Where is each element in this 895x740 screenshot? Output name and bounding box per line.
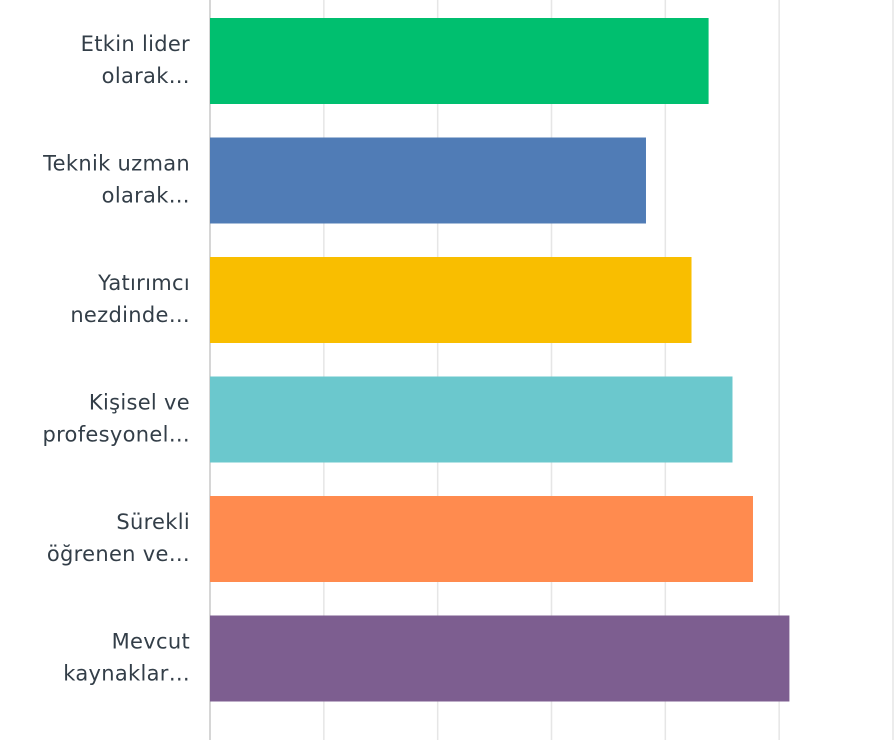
- y-tick-label: Teknik uzman: [42, 152, 190, 176]
- y-tick-label: Sürekli: [116, 510, 190, 534]
- bar: [210, 137, 646, 224]
- y-tick-label: Etkin lider: [81, 32, 190, 56]
- bar: [210, 496, 753, 582]
- bar: [210, 376, 733, 463]
- y-tick-label: Mevcut: [112, 630, 190, 654]
- y-tick-label: Yatırımcı: [97, 271, 190, 295]
- y-tick-label: olarak…: [102, 64, 190, 88]
- bar: [210, 615, 790, 702]
- y-tick-label: Kişisel ve: [89, 391, 190, 415]
- y-tick-label: olarak…: [102, 184, 190, 208]
- bar: [210, 257, 692, 343]
- bar: [210, 18, 709, 104]
- y-tick-label: kaynaklar…: [63, 662, 190, 686]
- y-tick-label: öğrenen ve…: [47, 542, 190, 566]
- y-tick-label: nezdinde…: [70, 303, 190, 327]
- y-tick-label: profesyonel…: [42, 423, 190, 447]
